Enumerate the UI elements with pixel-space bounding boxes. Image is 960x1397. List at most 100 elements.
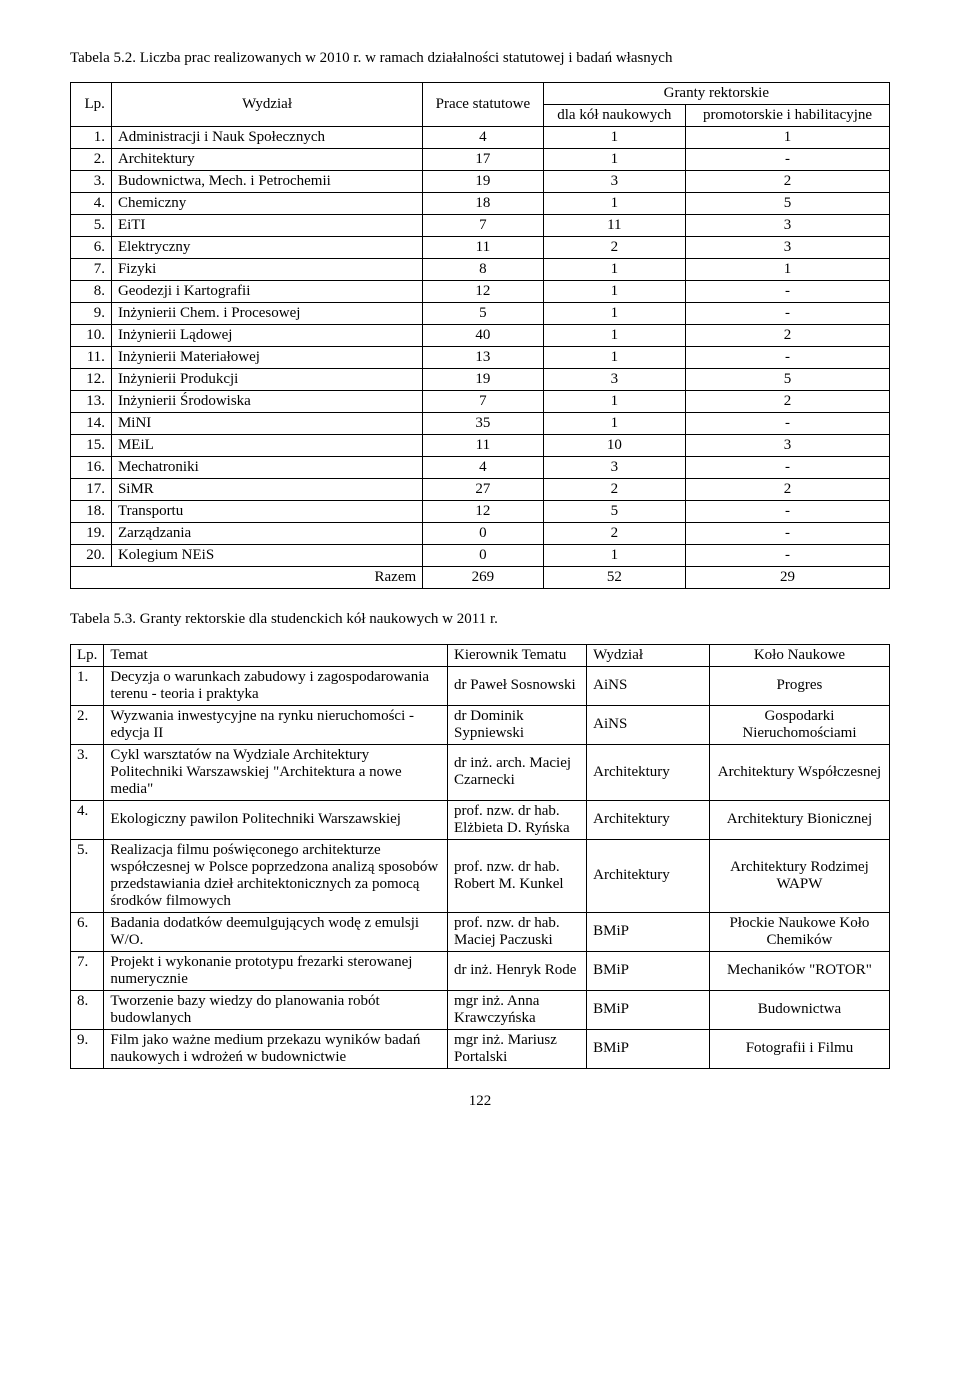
t1-cell-c: 5 xyxy=(686,193,890,215)
t2-cell-lp: 8. xyxy=(71,990,104,1029)
t2-cell-topic: Wyzwania inwestycyjne na rynku nieruchom… xyxy=(104,705,448,744)
t1-cell-lp: 13. xyxy=(71,391,112,413)
table-row: 6.Elektryczny1123 xyxy=(71,237,890,259)
t2-cell-lp: 4. xyxy=(71,800,104,839)
t1-cell-lp: 7. xyxy=(71,259,112,281)
table-row: 17.SiMR2722 xyxy=(71,479,890,501)
t1-cell-b: 2 xyxy=(543,523,685,545)
t1-cell-a: 17 xyxy=(423,149,543,171)
t1-cell-name: Kolegium NEiS xyxy=(111,545,422,567)
table-row: 7.Projekt i wykonanie prototypu frezarki… xyxy=(71,951,890,990)
table-row: 8.Tworzenie bazy wiedzy do planowania ro… xyxy=(71,990,890,1029)
t1-cell-b: 10 xyxy=(543,435,685,457)
t1-cell-name: Inżynierii Materiałowej xyxy=(111,347,422,369)
t2-cell-club: Architektury Bionicznej xyxy=(709,800,889,839)
t2-cell-lead: mgr inż. Anna Krawczyńska xyxy=(448,990,587,1029)
t1-cell-a: 0 xyxy=(423,545,543,567)
t1-cell-a: 8 xyxy=(423,259,543,281)
t1-cell-lp: 1. xyxy=(71,127,112,149)
t1-cell-b: 5 xyxy=(543,501,685,523)
t2-cell-lead: prof. nzw. dr hab. Robert M. Kunkel xyxy=(448,839,587,912)
t2-cell-dept: Architektury xyxy=(587,839,710,912)
t1-cell-lp: 4. xyxy=(71,193,112,215)
t1-cell-c: - xyxy=(686,457,890,479)
t1-cell-b: 1 xyxy=(543,127,685,149)
t1-h-promo: promotorskie i habilitacyjne xyxy=(686,105,890,127)
t1-cell-c: 5 xyxy=(686,369,890,391)
t1-cell-a: 13 xyxy=(423,347,543,369)
t1-cell-b: 1 xyxy=(543,325,685,347)
t1-cell-b: 3 xyxy=(543,171,685,193)
t2-cell-club: Progres xyxy=(709,666,889,705)
t1-cell-b: 2 xyxy=(543,479,685,501)
t2-cell-topic: Ekologiczny pawilon Politechniki Warszaw… xyxy=(104,800,448,839)
t1-cell-lp: 8. xyxy=(71,281,112,303)
t1-cell-b: 3 xyxy=(543,369,685,391)
t1-cell-name: Geodezji i Kartografii xyxy=(111,281,422,303)
t1-cell-a: 27 xyxy=(423,479,543,501)
table-row: 3.Budownictwa, Mech. i Petrochemii1932 xyxy=(71,171,890,193)
table1-caption: Tabela 5.2. Liczba prac realizowanych w … xyxy=(70,48,890,68)
t2-cell-topic: Cykl warsztatów na Wydziale Architektury… xyxy=(104,744,448,800)
t1-cell-c: - xyxy=(686,347,890,369)
t1-cell-b: 11 xyxy=(543,215,685,237)
table-row: 8.Geodezji i Kartografii121- xyxy=(71,281,890,303)
t1-cell-name: Mechatroniki xyxy=(111,457,422,479)
t1-cell-c: 2 xyxy=(686,325,890,347)
t2-h-dept: Wydział xyxy=(587,644,710,666)
t1-cell-a: 0 xyxy=(423,523,543,545)
t1-cell-name: MEiL xyxy=(111,435,422,457)
t1-cell-name: Budownictwa, Mech. i Petrochemii xyxy=(111,171,422,193)
t2-cell-lp: 1. xyxy=(71,666,104,705)
t1-cell-lp: 12. xyxy=(71,369,112,391)
t1-cell-lp: 18. xyxy=(71,501,112,523)
t1-h-kola: dla kół naukowych xyxy=(543,105,685,127)
t1-cell-a: 19 xyxy=(423,171,543,193)
t2-cell-topic: Tworzenie bazy wiedzy do planowania robó… xyxy=(104,990,448,1029)
t2-cell-lead: dr Paweł Sosnowski xyxy=(448,666,587,705)
t2-cell-topic: Decyzja o warunkach zabudowy i zagospoda… xyxy=(104,666,448,705)
t1-cell-c: - xyxy=(686,149,890,171)
t1-cell-lp: 6. xyxy=(71,237,112,259)
t1-cell-a: 12 xyxy=(423,281,543,303)
table-row: 6.Badania dodatków deemulgujących wodę z… xyxy=(71,912,890,951)
t2-cell-topic: Realizacja filmu poświęconego architektu… xyxy=(104,839,448,912)
t1-cell-c: 1 xyxy=(686,127,890,149)
t2-cell-dept: Architektury xyxy=(587,800,710,839)
table-row: 5.EiTI7113 xyxy=(71,215,890,237)
table-row: 10.Inżynierii Lądowej4012 xyxy=(71,325,890,347)
t2-cell-club: Architektury Współczesnej xyxy=(709,744,889,800)
t1-cell-name: Elektryczny xyxy=(111,237,422,259)
t1-cell-lp: 16. xyxy=(71,457,112,479)
t1-cell-b: 1 xyxy=(543,545,685,567)
t1-cell-lp: 14. xyxy=(71,413,112,435)
t1-cell-a: 19 xyxy=(423,369,543,391)
table-row: 4.Ekologiczny pawilon Politechniki Warsz… xyxy=(71,800,890,839)
t1-razem-a: 269 xyxy=(423,567,543,589)
t1-cell-c: - xyxy=(686,303,890,325)
table-row: 11.Inżynierii Materiałowej131- xyxy=(71,347,890,369)
table-row: 14.MiNI351- xyxy=(71,413,890,435)
table-row: 9.Inżynierii Chem. i Procesowej51- xyxy=(71,303,890,325)
t1-cell-c: 3 xyxy=(686,215,890,237)
table-row: 1.Administracji i Nauk Społecznych411 xyxy=(71,127,890,149)
t1-cell-name: Chemiczny xyxy=(111,193,422,215)
t1-cell-a: 35 xyxy=(423,413,543,435)
t2-cell-topic: Film jako ważne medium przekazu wyników … xyxy=(104,1029,448,1068)
t1-cell-name: MiNI xyxy=(111,413,422,435)
t1-cell-name: Inżynierii Produkcji xyxy=(111,369,422,391)
t1-cell-c: - xyxy=(686,413,890,435)
t2-cell-club: Płockie Naukowe Koło Chemików xyxy=(709,912,889,951)
t1-razem-c: 29 xyxy=(686,567,890,589)
t1-cell-name: EiTI xyxy=(111,215,422,237)
table-row: 4.Chemiczny1815 xyxy=(71,193,890,215)
table-row: 2.Wyzwania inwestycyjne na rynku nieruch… xyxy=(71,705,890,744)
t1-cell-c: - xyxy=(686,545,890,567)
page-number: 122 xyxy=(70,1093,890,1110)
t2-cell-dept: Architektury xyxy=(587,744,710,800)
t2-cell-lp: 2. xyxy=(71,705,104,744)
table-row: 16.Mechatroniki43- xyxy=(71,457,890,479)
t2-cell-lead: prof. nzw. dr hab. Maciej Paczuski xyxy=(448,912,587,951)
table-row: 9.Film jako ważne medium przekazu wynikó… xyxy=(71,1029,890,1068)
t1-cell-c: - xyxy=(686,501,890,523)
